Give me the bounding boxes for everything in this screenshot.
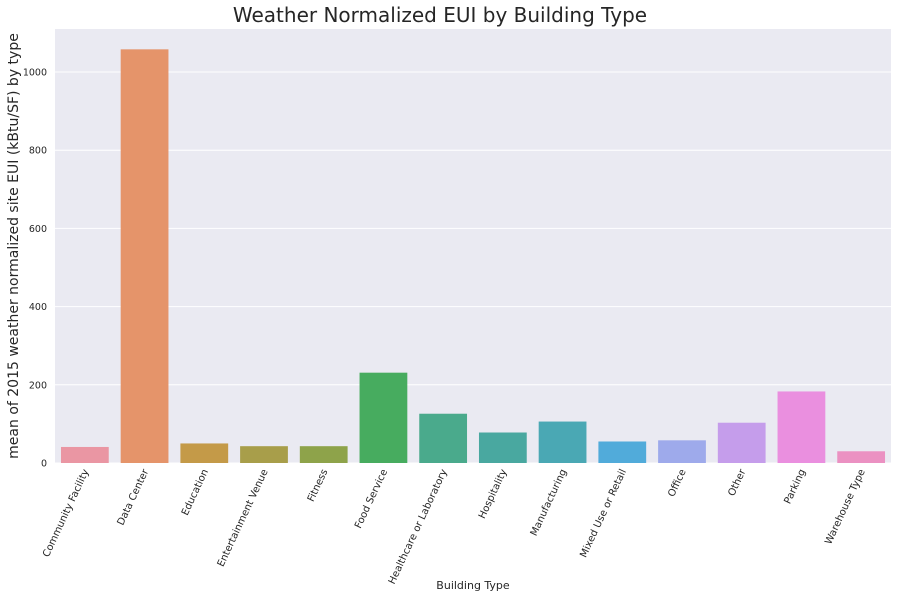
- bar: [538, 421, 587, 463]
- x-tick-label: Education: [180, 468, 211, 518]
- x-tick-label: Hospitality: [477, 468, 510, 521]
- bar: [598, 441, 647, 463]
- bar: [478, 432, 527, 463]
- x-tick-label: Parking: [783, 468, 809, 506]
- bars: [60, 49, 886, 463]
- x-tick-label: Office: [666, 468, 688, 499]
- y-tick-label: 1000: [23, 68, 47, 79]
- bar: [658, 440, 706, 463]
- y-tick-label: 400: [29, 302, 47, 313]
- x-axis-label: Building Type: [436, 579, 510, 592]
- x-tick-labels: Community Facility Data Center Education En…: [41, 467, 868, 586]
- x-tick-label: Warehouse Type: [823, 468, 868, 547]
- x-tick-label: Healthcare or Laboratory: [387, 468, 450, 587]
- y-tick-label: 600: [29, 224, 47, 235]
- x-tick-label: Entertainment Venue: [216, 468, 271, 569]
- bar: [60, 446, 109, 463]
- y-tick-label: 200: [29, 380, 47, 391]
- bar: [120, 49, 169, 463]
- x-tick-label: Data Center: [116, 467, 152, 527]
- x-tick-label: Food Service: [353, 468, 390, 531]
- bar: [419, 413, 468, 463]
- y-axis-label: mean of 2015 weather normalized site EUI…: [6, 33, 22, 459]
- chart-title: Weather Normalized EUI by Building Type: [233, 3, 647, 27]
- y-tick-label: 800: [29, 146, 47, 157]
- bar: [180, 443, 229, 463]
- x-tick-label: Other: [726, 467, 748, 498]
- bar: [837, 451, 886, 463]
- y-tick-labels: 0 200 400 600 800 1000: [23, 68, 47, 470]
- bar: [777, 391, 826, 463]
- x-tick-label: Manufacturing: [529, 468, 570, 538]
- y-tick-label: 0: [41, 459, 47, 470]
- x-tick-label: Mixed Use or Retail: [578, 468, 629, 560]
- bar: [717, 422, 766, 463]
- x-tick-label: Community Facility: [41, 468, 91, 559]
- bar: [359, 372, 408, 463]
- bar: [299, 446, 348, 463]
- bar: [240, 446, 288, 463]
- plot-background: [55, 29, 891, 463]
- x-tick-label: Fitness: [306, 468, 331, 504]
